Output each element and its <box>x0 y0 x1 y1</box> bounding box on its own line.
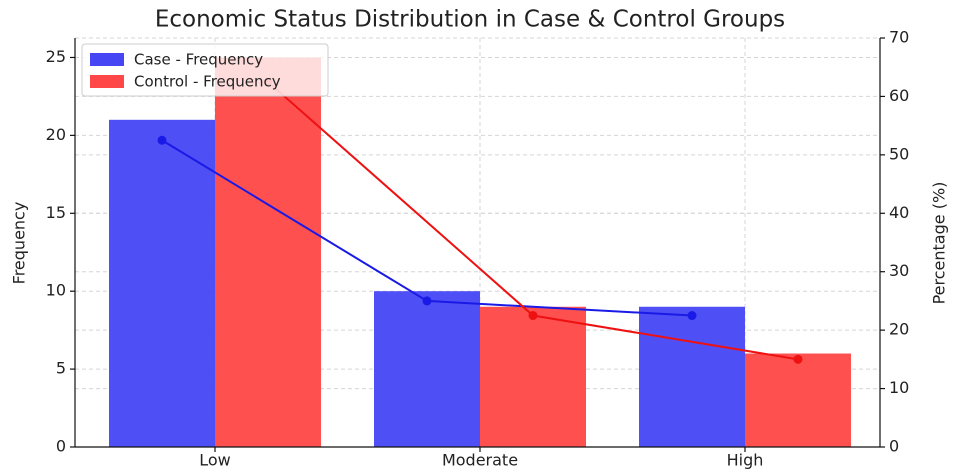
y-tick-label: 25 <box>46 47 66 66</box>
legend-box <box>81 43 329 97</box>
y-axis-label: Frequency <box>10 202 29 285</box>
line-point <box>528 311 538 321</box>
y2-tick-label: 70 <box>889 28 909 47</box>
y2-tick-label: 10 <box>889 378 909 397</box>
legend-label: Case - Frequency <box>134 51 263 69</box>
y-tick-label: 0 <box>56 437 66 456</box>
bar <box>374 291 480 447</box>
bar <box>215 57 321 447</box>
chart-title: Economic Status Distribution in Case & C… <box>155 7 785 33</box>
y-tick-label: 10 <box>46 281 66 300</box>
legend-swatch <box>90 75 124 88</box>
line-point <box>793 354 803 364</box>
bar <box>480 306 586 447</box>
line-point <box>157 135 167 145</box>
y2-tick-label: 50 <box>889 144 909 163</box>
y-tick-label: 5 <box>56 359 66 378</box>
x-tick-label: Moderate <box>442 451 518 470</box>
y2-tick-label: 40 <box>889 203 909 222</box>
bar <box>639 306 745 447</box>
legend-swatch <box>90 53 124 66</box>
legend-label: Control - Frequency <box>134 73 281 91</box>
y2-tick-label: 30 <box>889 261 909 280</box>
y-tick-label: 15 <box>46 203 66 222</box>
x-tick-label: Low <box>199 451 231 470</box>
y2-tick-label: 60 <box>889 86 909 105</box>
line-point <box>687 311 697 321</box>
y2-tick-label: 0 <box>889 437 899 456</box>
x-tick-label: High <box>727 451 764 470</box>
y2-tick-label: 20 <box>889 320 909 339</box>
bar <box>109 119 215 448</box>
line-point <box>422 296 432 306</box>
y-tick-label: 20 <box>46 125 66 144</box>
y2-axis-label: Percentage (%) <box>930 182 949 305</box>
bar <box>745 353 851 447</box>
